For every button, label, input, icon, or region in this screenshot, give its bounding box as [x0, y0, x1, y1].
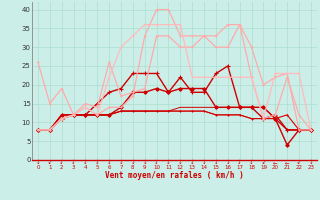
X-axis label: Vent moyen/en rafales ( km/h ): Vent moyen/en rafales ( km/h ) [105, 171, 244, 180]
